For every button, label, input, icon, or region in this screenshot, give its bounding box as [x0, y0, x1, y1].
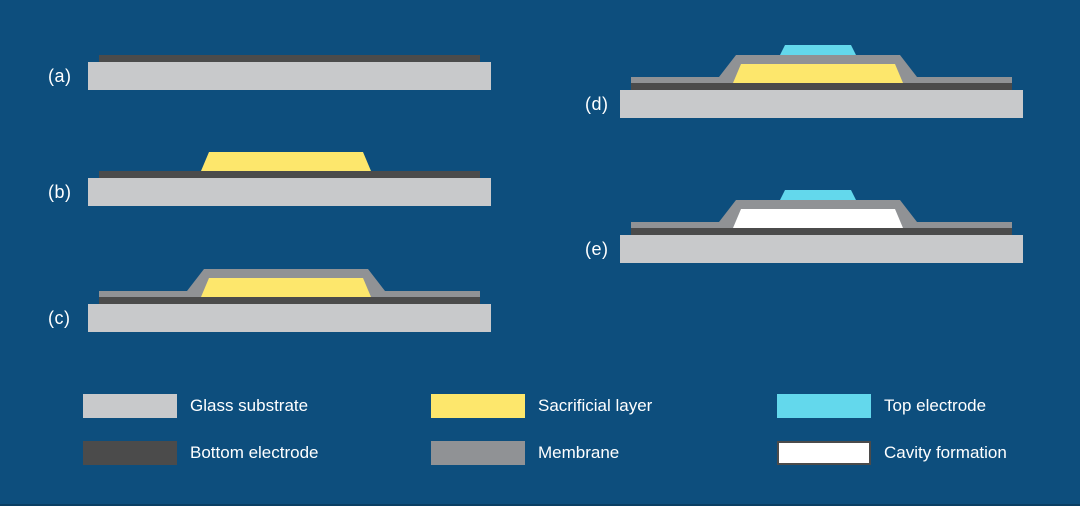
sacrificial-layer — [733, 64, 903, 83]
top-electrode-label: Top electrode — [884, 396, 987, 415]
cross-section-svg — [88, 152, 491, 206]
bottom-electrode-layer — [99, 171, 480, 178]
glass-layer — [620, 90, 1023, 118]
glass-layer — [88, 62, 491, 90]
cross-section-svg — [620, 190, 1023, 263]
step-c-cross-section — [88, 255, 491, 332]
legend-item-bottom-electrode: Bottom electrode — [83, 441, 319, 465]
sacrificial-layer — [201, 152, 371, 171]
bottom-electrode-layer — [99, 297, 480, 304]
step-c-label: (c) — [48, 308, 71, 328]
membrane-swatch — [431, 441, 525, 465]
glass-layer — [620, 235, 1023, 263]
step-e-label: (e) — [585, 239, 609, 259]
step-b: (b) — [48, 129, 491, 206]
cavity-layer — [733, 209, 903, 228]
glass-substrate-label: Glass substrate — [190, 396, 309, 415]
cavity-formation-swatch — [777, 441, 871, 465]
cross-section-svg — [620, 45, 1023, 118]
bottom-electrode-swatch — [83, 441, 177, 465]
sacrificial-layer-label: Sacrificial layer — [538, 396, 653, 415]
step-b-label: (b) — [48, 182, 72, 202]
top-electrode-layer — [780, 190, 856, 200]
legend-item-membrane: Membrane — [431, 441, 619, 465]
legend-item-cavity-formation: Cavity formation — [777, 441, 1007, 465]
cavity-formation-label: Cavity formation — [884, 443, 1007, 462]
top-electrode-swatch — [777, 394, 871, 418]
step-e: (e) — [585, 186, 1023, 263]
step-a-label: (a) — [48, 66, 72, 86]
membrane-label: Membrane — [538, 443, 620, 462]
step-c: (c) — [48, 255, 491, 332]
bottom-electrode-layer — [631, 83, 1012, 90]
step-d: (d) — [585, 41, 1023, 118]
top-electrode-layer — [780, 45, 856, 55]
step-e-cross-section — [620, 186, 1023, 263]
sacrificial-layer-swatch — [431, 394, 525, 418]
legend-item-glass-substrate: Glass substrate — [83, 394, 308, 418]
step-a: (a) — [48, 13, 491, 90]
sacrificial-layer — [201, 278, 371, 297]
bottom-electrode-label: Bottom electrode — [190, 443, 319, 462]
glass-layer — [88, 178, 491, 206]
bottom-border-line — [0, 504, 1080, 506]
glass-substrate-swatch — [83, 394, 177, 418]
legend-item-sacrificial-layer: Sacrificial layer — [431, 394, 652, 418]
step-d-cross-section — [620, 41, 1023, 118]
cross-section-svg — [88, 269, 491, 332]
bottom-electrode-layer — [631, 228, 1012, 235]
step-a-cross-section — [88, 13, 491, 90]
bottom-electrode-layer — [99, 55, 480, 62]
legend-item-top-electrode: Top electrode — [777, 394, 986, 418]
cross-section-svg — [88, 55, 491, 90]
glass-layer — [88, 304, 491, 332]
step-b-cross-section — [88, 129, 491, 206]
step-d-label: (d) — [585, 94, 609, 114]
